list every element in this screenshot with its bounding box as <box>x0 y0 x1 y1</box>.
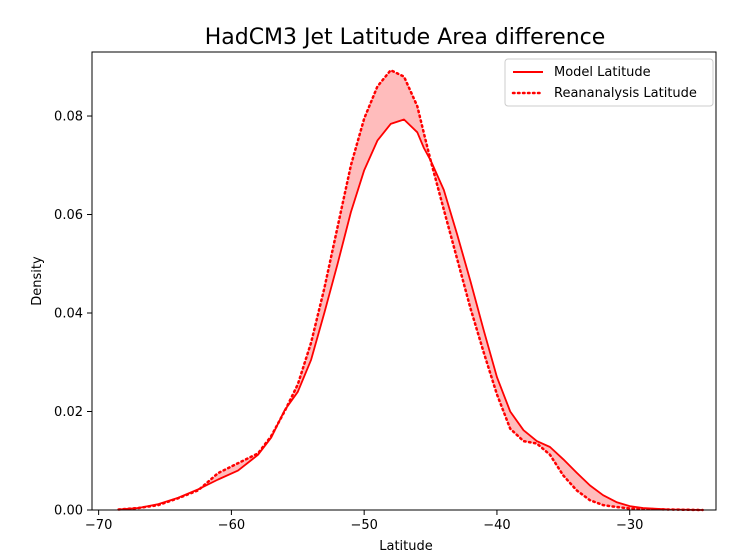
x-tick-label: −60 <box>218 518 245 533</box>
y-tick-label: 0.00 <box>54 504 83 519</box>
x-axis-label: Latitude <box>379 539 433 554</box>
series-line-reanalysis <box>117 68 704 512</box>
plot-frame <box>91 51 717 511</box>
x-tick-label: −50 <box>350 518 377 533</box>
y-tick-label: 0.02 <box>54 405 83 420</box>
y-tick-label: 0.06 <box>54 208 83 223</box>
legend-label-reanalysis: Reananalysis Latitude <box>554 86 697 101</box>
x-tick-label: −40 <box>483 518 510 533</box>
x-axis: −70 −60 −50 −40 −30 <box>85 510 643 533</box>
chart-title: HadCM3 Jet Latitude Area difference <box>205 25 606 50</box>
y-tick-label: 0.08 <box>54 110 83 125</box>
y-tick-label: 0.04 <box>54 307 83 322</box>
y-axis: 0.00 0.02 0.04 0.06 0.08 <box>54 110 92 519</box>
series-line-model <box>118 118 703 511</box>
area-difference <box>118 70 703 510</box>
plot-area <box>117 68 704 512</box>
y-axis-label: Density <box>30 256 45 306</box>
legend-label-model: Model Latitude <box>554 65 651 80</box>
legend: Model Latitude Reananalysis Latitude <box>504 58 714 107</box>
x-tick-label: −30 <box>616 518 643 533</box>
x-tick-label: −70 <box>85 518 112 533</box>
legend-box <box>504 58 714 107</box>
